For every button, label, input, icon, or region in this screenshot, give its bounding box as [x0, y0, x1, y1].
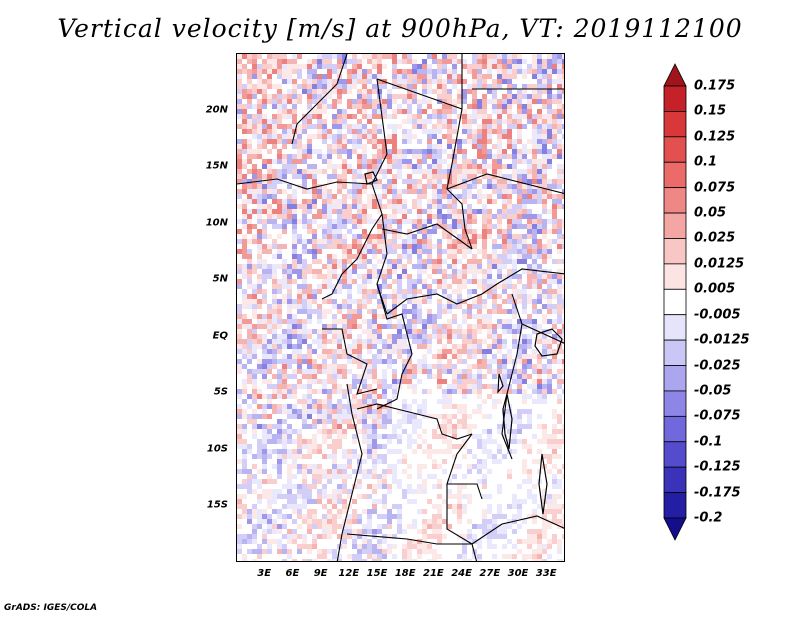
- border-sudan-southsudan: [446, 173, 564, 195]
- lon-label: 30E: [507, 568, 529, 579]
- lake-tanganyika-icon: [502, 393, 513, 450]
- colorbar-level-label: -0.075: [694, 408, 741, 424]
- border-nigeria-cameroon: [321, 228, 373, 300]
- colorbar-level-label: 0.125: [694, 129, 736, 145]
- colorbar-level-label: 0.1: [694, 154, 718, 170]
- colorbar-level-label: -0.2: [694, 510, 723, 526]
- border-gabon: [322, 328, 378, 395]
- colorbar-level-label: 0.005: [694, 281, 736, 297]
- colorbar-level-label: 0.175: [694, 78, 736, 94]
- border-car-south: [386, 268, 564, 315]
- colorbar-level-label: -0.1: [694, 434, 723, 450]
- border-namibia: [346, 533, 472, 545]
- colorbar-bin: [663, 314, 687, 341]
- colorbar-level-label: -0.175: [694, 485, 741, 501]
- colorbar-level-label: -0.05: [694, 383, 732, 399]
- colorbar-bin: [663, 238, 687, 265]
- border-niger-chad: [371, 78, 388, 185]
- colorbar-bin: [663, 161, 687, 189]
- map-panel: [236, 53, 565, 562]
- border-drc-east: [501, 293, 523, 460]
- border-angola-north: [356, 403, 473, 440]
- velocity-field-map: [237, 54, 564, 561]
- lake-kivu-icon: [497, 373, 504, 394]
- colorbar-level-label: 0.05: [694, 205, 727, 221]
- lat-label: 5N: [212, 273, 228, 285]
- border-tanzania: [521, 323, 564, 344]
- colorbar-bin: [663, 365, 687, 392]
- colorbar-bin: [663, 187, 687, 214]
- lon-label: 15E: [366, 568, 388, 579]
- colorbar: [663, 63, 687, 541]
- colorbar-bin: [663, 466, 687, 493]
- border-cameroon-car: [376, 213, 388, 315]
- velocity-field-cells: [237, 54, 564, 561]
- lon-label: 12E: [338, 568, 360, 579]
- colorbar-level-label: 0.025: [694, 230, 736, 246]
- colorbar-bin: [663, 111, 687, 138]
- lake-chad-icon: [364, 171, 378, 185]
- colorbar-level-label: 0.15: [694, 103, 727, 119]
- lat-label: 15N: [205, 160, 228, 172]
- border-libya-egypt: [291, 54, 348, 145]
- grads-credit: GrADS: IGES/COLA: [4, 603, 98, 613]
- border-niger-nigeria: [237, 178, 373, 190]
- colorbar-bin: [663, 492, 687, 519]
- colorbar-bin: [663, 441, 687, 468]
- border-congo: [376, 283, 413, 410]
- colorbar-level-label: -0.005: [694, 307, 741, 323]
- border-angola-zambia: [446, 484, 478, 561]
- lake-victoria-icon: [534, 328, 563, 357]
- lon-label: 18E: [394, 568, 416, 579]
- colorbar-level-label: -0.025: [694, 358, 741, 374]
- colorbar-bin: [663, 339, 687, 366]
- colorbar-bin: [663, 136, 687, 163]
- lon-label: 24E: [451, 568, 472, 579]
- border-zambia-south: [471, 515, 564, 545]
- lat-label: 10N: [205, 217, 228, 229]
- lakes: [364, 171, 563, 515]
- border-coast-west: [336, 383, 363, 561]
- lon-label: 21E: [423, 568, 444, 579]
- colorbar-bin: [663, 288, 687, 316]
- lat-label: 10S: [206, 443, 228, 455]
- colorbar-level-label: -0.0125: [694, 332, 750, 348]
- lon-label: 33E: [535, 568, 557, 579]
- lon-label: 6E: [285, 568, 300, 579]
- lon-label: 3E: [257, 568, 272, 579]
- colorbar-bottom-arrow: [663, 517, 687, 541]
- colorbar-top-arrow: [663, 63, 687, 87]
- colorbar-bin: [663, 415, 687, 443]
- lake-malawi-icon: [538, 453, 548, 515]
- plot-title: Vertical velocity [m/s] at 900hPa, VT: 2…: [57, 14, 743, 43]
- lon-label: 27E: [479, 568, 501, 579]
- lat-label: 5S: [213, 386, 228, 398]
- border-chad-car: [381, 223, 473, 250]
- colorbar-level-label: 0.075: [694, 180, 736, 196]
- lat-label: EQ: [212, 330, 228, 342]
- colorbar-bin: [663, 263, 687, 290]
- colorbar-bin: [663, 390, 687, 417]
- lat-label: 15S: [206, 499, 228, 511]
- colorbar-level-label: -0.125: [694, 459, 741, 475]
- colorbar-bin: [663, 85, 687, 112]
- colorbar-bin: [663, 212, 687, 239]
- border-chad-sudan: [446, 108, 473, 250]
- lon-label: 9E: [313, 568, 328, 579]
- border-libya-chad: [376, 78, 463, 110]
- colorbar-level-label: 0.0125: [694, 256, 745, 272]
- lat-label: 20N: [205, 104, 228, 116]
- country-borders: [237, 54, 564, 561]
